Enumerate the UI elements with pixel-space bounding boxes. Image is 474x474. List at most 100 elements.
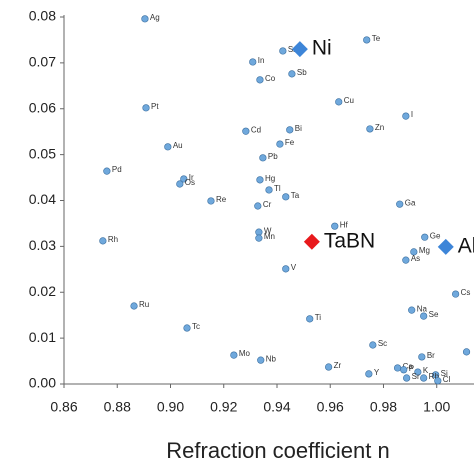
point — [414, 368, 422, 376]
marker — [303, 233, 320, 250]
point — [418, 353, 426, 361]
point — [103, 167, 111, 175]
point-label: Ge — [430, 231, 441, 240]
point — [286, 126, 294, 134]
point-label: Ru — [139, 300, 149, 309]
point — [421, 233, 429, 241]
point — [164, 143, 172, 151]
point — [242, 127, 250, 135]
point-label: Os — [185, 178, 195, 187]
point — [306, 315, 314, 323]
point-label: As — [411, 254, 420, 263]
x-tick-label: 0.90 — [157, 399, 184, 415]
y-tick-label: 0.08 — [29, 8, 56, 24]
point — [255, 228, 263, 236]
point — [256, 176, 264, 184]
x-tick-label: 0.96 — [317, 399, 344, 415]
point-label: Zr — [334, 361, 342, 370]
point — [393, 364, 402, 372]
point-label: Bi — [295, 124, 302, 133]
x-tick-label: 0.98 — [370, 399, 397, 415]
point — [396, 200, 404, 208]
point — [130, 302, 138, 310]
point — [259, 154, 267, 162]
point-label: Br — [427, 351, 435, 360]
y-tick-label: 0.04 — [29, 191, 56, 207]
point — [99, 237, 107, 245]
point-label: Ta — [291, 191, 300, 200]
x-tick-label: 1.00 — [423, 399, 450, 415]
y-tick-label: 0.01 — [29, 329, 56, 345]
point — [366, 125, 374, 133]
x-axis-label: Refraction coefficient n — [166, 438, 389, 463]
point — [325, 363, 333, 371]
marker — [437, 238, 454, 255]
point-label: Cd — [251, 125, 261, 134]
point-label: Pt — [151, 102, 159, 111]
marker — [291, 41, 308, 58]
point-label: Hg — [265, 174, 275, 183]
point — [288, 70, 296, 78]
point-label: Tl — [274, 184, 281, 193]
point-label: Sb — [297, 68, 307, 77]
point-label: Pb — [268, 152, 278, 161]
point-label: Hf — [340, 220, 349, 229]
point — [403, 374, 411, 382]
point-label: Ti — [315, 313, 322, 322]
point-label: Se — [429, 310, 439, 319]
point — [176, 180, 184, 188]
x-tick-label: 0.94 — [263, 399, 290, 415]
point — [402, 112, 410, 120]
point — [249, 58, 257, 66]
y-tick-label: 0.00 — [29, 375, 56, 391]
point — [365, 370, 373, 378]
point — [180, 175, 188, 183]
point — [282, 193, 290, 201]
point-label: V — [291, 263, 297, 272]
point — [183, 324, 191, 332]
point — [452, 290, 460, 298]
point — [256, 76, 264, 84]
point-label: I — [411, 110, 413, 119]
point-label: Rh — [108, 235, 118, 244]
point-label: Si — [441, 369, 448, 378]
point-label: W — [264, 226, 272, 235]
point-label: Ni — [312, 37, 332, 60]
point — [276, 140, 284, 148]
point-label: TaBN — [324, 229, 375, 252]
point-label: Mn — [264, 232, 275, 241]
x-tick-label: 0.92 — [210, 399, 237, 415]
point — [462, 348, 471, 356]
point-label: Ca — [403, 362, 414, 371]
point-label: Cs — [461, 288, 471, 297]
point — [142, 104, 150, 112]
point-label: Ir — [189, 173, 194, 182]
point — [207, 197, 215, 205]
x-tick-label: 0.86 — [50, 399, 77, 415]
point-label: Mg — [419, 246, 430, 255]
point-label: Fe — [285, 138, 295, 147]
point — [257, 356, 265, 364]
point-label: Zn — [375, 123, 384, 132]
point — [420, 374, 428, 382]
point-label: In — [258, 56, 265, 65]
point — [254, 202, 262, 210]
point — [408, 306, 416, 314]
point-label: Y — [374, 368, 380, 377]
y-tick-label: 0.03 — [29, 237, 56, 253]
point — [363, 36, 371, 44]
point — [434, 377, 442, 385]
point — [255, 234, 263, 242]
point-label: Sc — [378, 339, 387, 348]
point — [335, 98, 343, 106]
point-label: Ga — [405, 198, 416, 207]
point-label: Cr — [263, 200, 272, 209]
y-tick-label: 0.02 — [29, 283, 56, 299]
point — [331, 222, 339, 230]
x-tick-label: 0.88 — [104, 399, 131, 415]
point-label: Te — [372, 34, 381, 43]
point-label: Na — [417, 304, 428, 313]
point — [282, 265, 290, 273]
